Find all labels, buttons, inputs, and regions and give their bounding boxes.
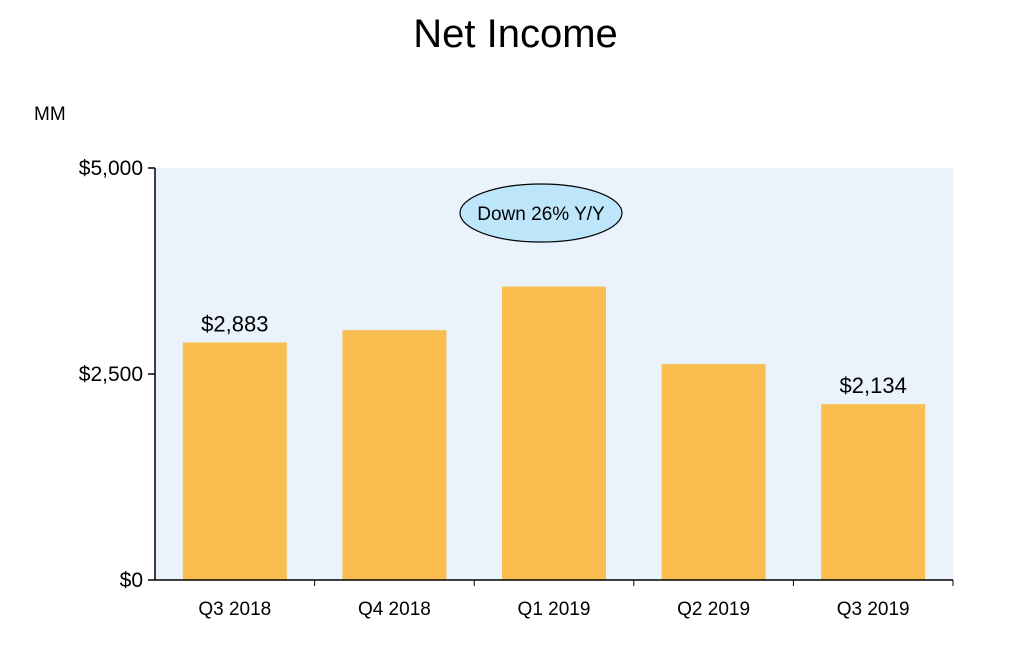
x-tick-label: Q1 2019: [518, 599, 591, 620]
labels-group: Q3 2018 $2,883 Q4 2018 Q1 2019 Q2 2019 Q3 201…: [79, 157, 910, 620]
unit-label: MM: [34, 104, 66, 125]
bar-q3-2018: [182, 342, 287, 580]
x-tick-label: Q4 2018: [358, 599, 431, 620]
y-tick-label: $0: [120, 569, 143, 592]
x-tick-label: Q3 2019: [837, 599, 910, 620]
annotation-text: Down 26% Y/Y: [477, 204, 605, 225]
y-tick-label: $2,500: [79, 363, 143, 386]
data-label: $2,134: [840, 373, 907, 398]
x-tick-label: Q3 2018: [198, 599, 271, 620]
axes-group: [148, 167, 954, 586]
bar-q4-2018: [342, 330, 447, 580]
annotation-group: Down 26% Y/Y: [459, 183, 623, 243]
bars-group: [182, 286, 926, 580]
annotation-bubble: [459, 183, 623, 243]
x-tick-label: Q2 2019: [677, 599, 750, 620]
chart-title: Net Income: [413, 12, 618, 56]
bar-q3-2019: [821, 404, 926, 580]
y-tick-label: $5,000: [79, 157, 143, 180]
bar-q1-2019: [502, 286, 606, 580]
bar-q2-2019: [661, 364, 766, 580]
data-label: $2,883: [201, 311, 268, 336]
